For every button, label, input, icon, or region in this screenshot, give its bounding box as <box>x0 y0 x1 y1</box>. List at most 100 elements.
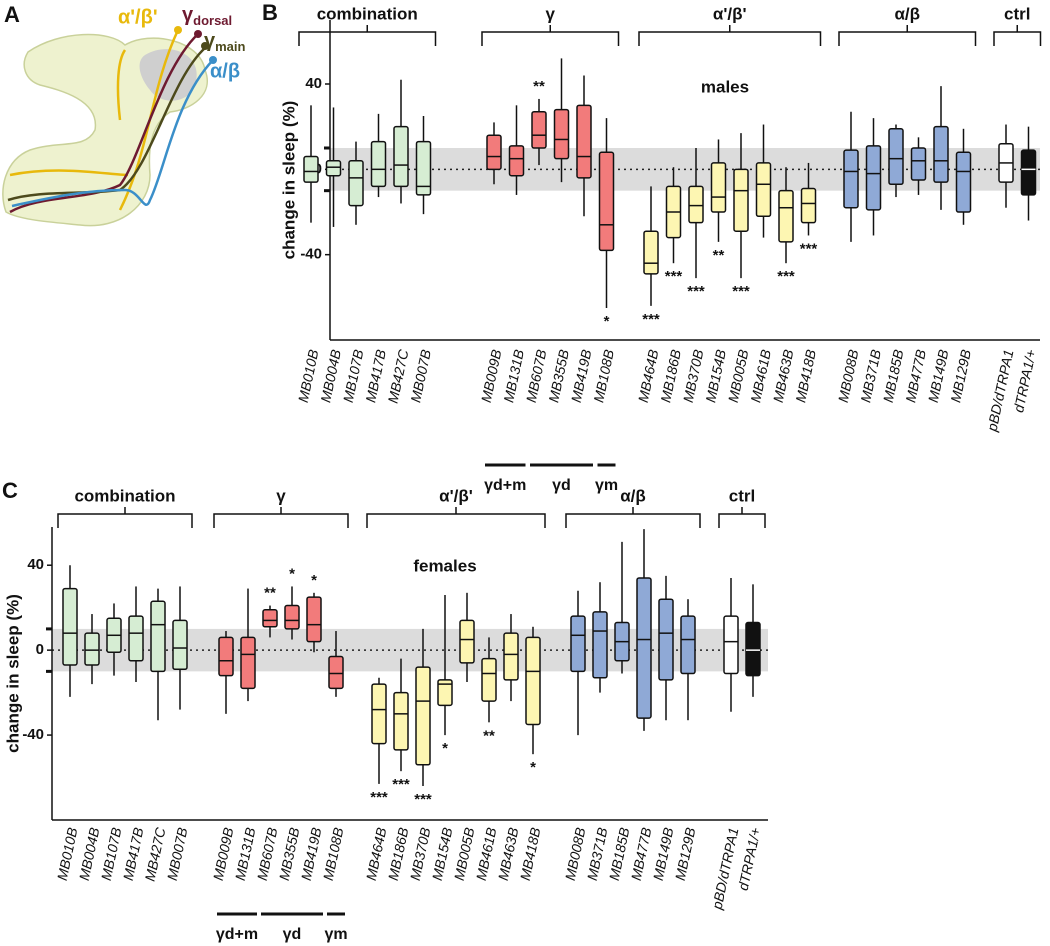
box <box>508 145 525 177</box>
panel-letter: C <box>2 478 18 503</box>
tract-label: γdorsal <box>182 4 232 28</box>
box <box>128 615 144 662</box>
annotation: males <box>701 77 749 96</box>
box <box>576 104 592 179</box>
group-label: γ <box>546 4 556 23</box>
box <box>888 128 904 186</box>
group-label: ctrl <box>1004 4 1030 23</box>
dot <box>201 42 209 50</box>
box <box>778 189 794 243</box>
significance: *** <box>800 240 818 257</box>
group-label: γ <box>276 486 286 505</box>
x-tick-label: MB418B <box>517 826 544 882</box>
calyx <box>139 49 197 101</box>
box <box>636 577 652 719</box>
dot <box>194 30 202 38</box>
group-bracket <box>993 25 1042 46</box>
box <box>933 125 949 183</box>
box <box>328 655 344 690</box>
significance: *** <box>414 791 432 808</box>
significance: * <box>530 759 536 776</box>
box <box>481 657 497 702</box>
tract-label: α/β <box>210 60 240 82</box>
tract-label: γmain <box>204 30 246 54</box>
box <box>303 155 319 183</box>
group-bracket <box>481 25 620 46</box>
significance: * <box>289 565 295 582</box>
box <box>865 145 882 211</box>
box <box>570 615 586 673</box>
dot <box>209 56 217 64</box>
dot <box>174 26 182 34</box>
box <box>598 151 615 252</box>
significance: ** <box>533 78 545 95</box>
box <box>710 162 727 213</box>
box <box>643 230 659 275</box>
significance: ** <box>483 727 495 744</box>
significance: * <box>604 313 610 330</box>
box <box>370 140 387 188</box>
box <box>415 140 432 196</box>
x-tick-label: pBD/dTRPA1 <box>708 826 741 911</box>
box <box>371 683 387 745</box>
group-label: α/β <box>620 486 646 505</box>
x-tick-label: MB007B <box>164 826 191 882</box>
significance: *** <box>732 283 750 300</box>
subgroup-label: γm <box>324 926 347 943</box>
label-main: γ <box>204 30 216 52</box>
box <box>843 149 859 209</box>
tract-gd <box>9 33 199 214</box>
box <box>393 691 409 751</box>
group-bracket <box>298 25 437 46</box>
x-tick-label: MB418B <box>792 348 819 404</box>
x-tick-label: MB007B <box>407 348 434 404</box>
group-bracket <box>565 507 701 528</box>
significance: *** <box>777 268 795 285</box>
y-tick-label: 0 <box>36 641 44 658</box>
box <box>62 587 78 666</box>
x-tick-label: MB108B <box>590 348 617 404</box>
box <box>800 187 817 224</box>
box <box>723 615 739 675</box>
box <box>733 168 749 232</box>
box <box>658 598 674 681</box>
significance: *** <box>642 311 660 328</box>
panel-letter: B <box>262 0 278 25</box>
box <box>680 615 696 675</box>
box <box>150 600 166 673</box>
x-tick-label: pBD/dTRPA1 <box>983 348 1016 433</box>
box <box>525 636 541 726</box>
y-tick-label: -40 <box>22 726 44 743</box>
box <box>325 160 342 177</box>
subgroup-label: γd <box>552 477 571 494</box>
y-axis-label: change in sleep (%) <box>3 594 22 753</box>
group-bracket <box>213 507 349 528</box>
x-tick-label: MB129B <box>947 348 974 404</box>
y-tick-label: 40 <box>305 75 322 92</box>
tract-ab-prime <box>9 169 129 177</box>
box <box>306 596 322 643</box>
subgroup-label: γd+m <box>216 926 258 943</box>
box <box>262 609 278 628</box>
box <box>592 611 608 679</box>
label-sub: main <box>215 39 245 54</box>
group-label: α'/β' <box>713 4 747 23</box>
group-bracket <box>838 25 977 46</box>
significance: *** <box>392 776 410 793</box>
box <box>84 632 100 666</box>
box <box>688 185 704 224</box>
significance: * <box>311 572 317 589</box>
group-label: combination <box>317 4 418 23</box>
panel-letter: A <box>4 2 20 27</box>
subgroup-label: γd <box>283 926 302 943</box>
tract-gm <box>7 47 206 202</box>
label-main: γ <box>182 4 194 26</box>
x-tick-label: MB108B <box>320 826 347 882</box>
box <box>459 619 475 664</box>
x-tick-label: MB129B <box>672 826 699 882</box>
box <box>393 125 409 188</box>
